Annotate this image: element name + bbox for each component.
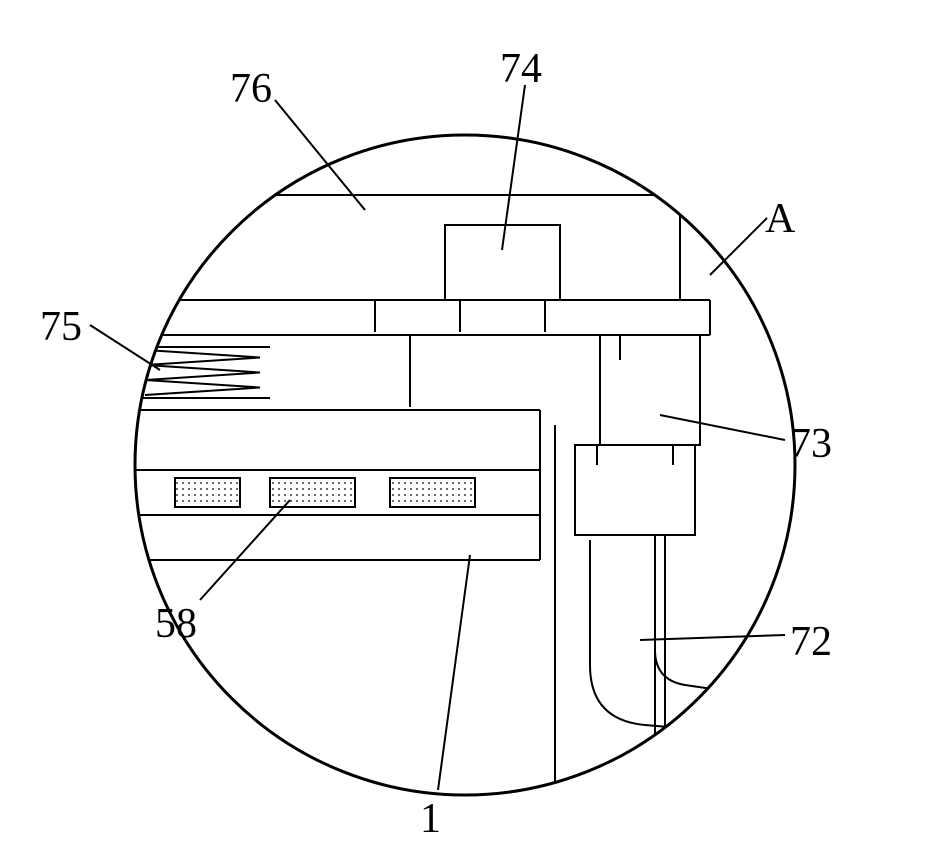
- callout-label-1: 1: [420, 795, 441, 843]
- callout-label-74: 74: [500, 45, 542, 93]
- callout-label-72: 72: [790, 618, 832, 666]
- callout-label-58: 58: [155, 600, 197, 648]
- callout-label-76: 76: [230, 65, 272, 113]
- callout-label-73: 73: [790, 420, 832, 468]
- callout-label-A: A: [765, 195, 795, 243]
- diagram-canvas: 76 74 A 75 73 58 72 1: [0, 0, 931, 846]
- callout-label-75: 75: [40, 303, 82, 351]
